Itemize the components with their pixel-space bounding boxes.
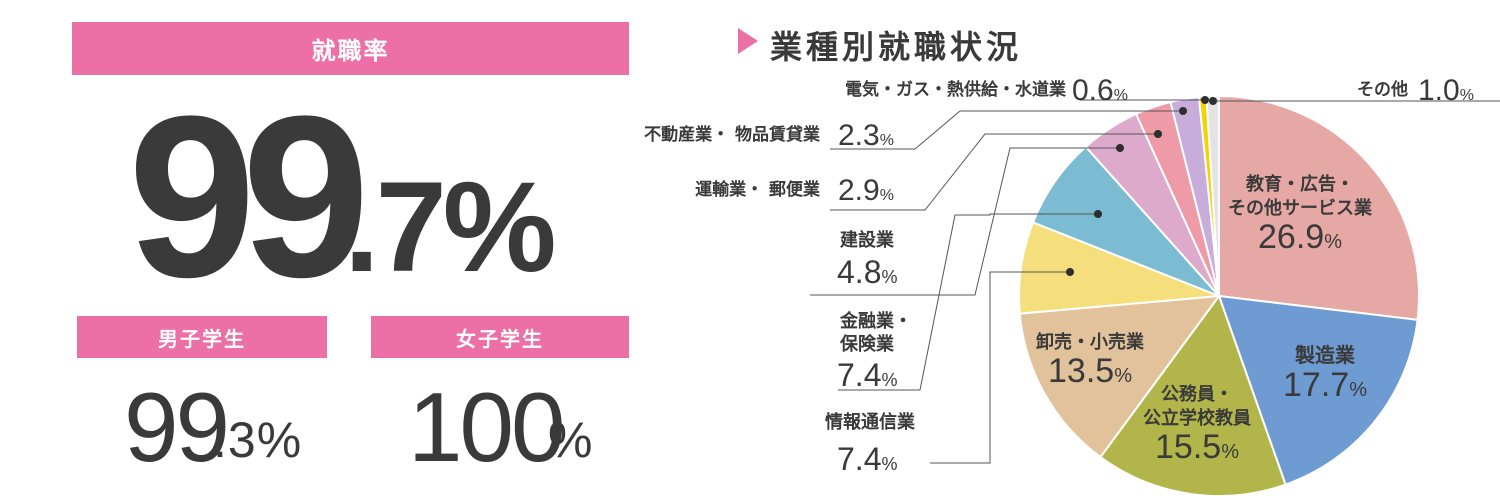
leader-dot bbox=[1179, 107, 1187, 115]
pie-slice bbox=[1099, 293, 1287, 497]
leader-dot bbox=[1066, 268, 1074, 276]
slice-label: その他サービス業 bbox=[1228, 197, 1373, 219]
data-label: 15.5% bbox=[1155, 428, 1239, 466]
male-rate-decimal: .3% bbox=[213, 412, 303, 468]
pie-slice bbox=[1018, 294, 1222, 459]
leader-line bbox=[838, 213, 1098, 391]
employment-rate-decimal: .7% bbox=[344, 156, 557, 299]
pie-slice bbox=[1218, 94, 1421, 321]
data-label: 2.9% bbox=[838, 174, 894, 207]
leader-dot bbox=[1201, 96, 1209, 104]
slice-label: その他 bbox=[1357, 79, 1408, 100]
slice-label: 金融業・ bbox=[839, 310, 912, 332]
slice-label: 電気・ガス・熱供給・水道業 bbox=[845, 79, 1066, 100]
leader-line bbox=[810, 147, 1120, 296]
slice-label: 情報通信業 bbox=[825, 411, 916, 433]
slice-label: 卸売・小売業 bbox=[1036, 331, 1145, 353]
data-label: 7.4% bbox=[837, 441, 898, 477]
employment-rate-header: 就職率 bbox=[72, 22, 629, 75]
leader-dot bbox=[1209, 97, 1217, 105]
slice-label: 運輸業・ 郵便業 bbox=[695, 179, 820, 200]
leader-dot bbox=[1154, 130, 1162, 138]
leader-dot bbox=[1094, 210, 1102, 218]
data-label: 17.7% bbox=[1283, 366, 1367, 404]
data-label: 4.8% bbox=[837, 254, 898, 290]
pie-title-text: 業種別就職状況 bbox=[770, 28, 1023, 66]
slice-label: 公立学校教員 bbox=[1143, 407, 1251, 429]
slice-label: 教育・広告・ bbox=[1246, 173, 1354, 195]
male-rate-value: 99 bbox=[124, 372, 230, 482]
slice-label: 公務員・ bbox=[1161, 383, 1233, 405]
pie-slice bbox=[1217, 294, 1419, 486]
data-label: 1.0% bbox=[1418, 74, 1474, 107]
data-label: 2.3% bbox=[838, 119, 894, 152]
data-label: 13.5% bbox=[1048, 352, 1132, 390]
slice-label: 保険業 bbox=[839, 333, 895, 355]
data-label: 26.9% bbox=[1258, 218, 1342, 256]
employment-rate-value: 99 bbox=[128, 68, 370, 325]
slice-label: 不動産業・ 物品賃貸業 bbox=[644, 124, 820, 145]
male-students-header: 男子学生 bbox=[77, 316, 327, 358]
female-rate-percent: % bbox=[548, 412, 593, 468]
leader-line bbox=[830, 110, 1183, 150]
leader-line bbox=[930, 271, 1070, 464]
leader-line bbox=[830, 133, 1158, 211]
female-rate-value: 100 bbox=[408, 372, 566, 482]
pie-chart-title: 業種別就職状況 bbox=[738, 22, 1022, 68]
data-label: 0.6% bbox=[1072, 74, 1128, 107]
leader-dot bbox=[1116, 144, 1124, 152]
triangle-bullet-icon bbox=[738, 28, 758, 54]
slice-label: 建設業 bbox=[840, 229, 895, 251]
slice-label: 製造業 bbox=[1295, 343, 1356, 367]
female-students-header: 女子学生 bbox=[371, 316, 629, 358]
pie-slices bbox=[1018, 94, 1421, 497]
data-label: 7.4% bbox=[837, 357, 898, 393]
